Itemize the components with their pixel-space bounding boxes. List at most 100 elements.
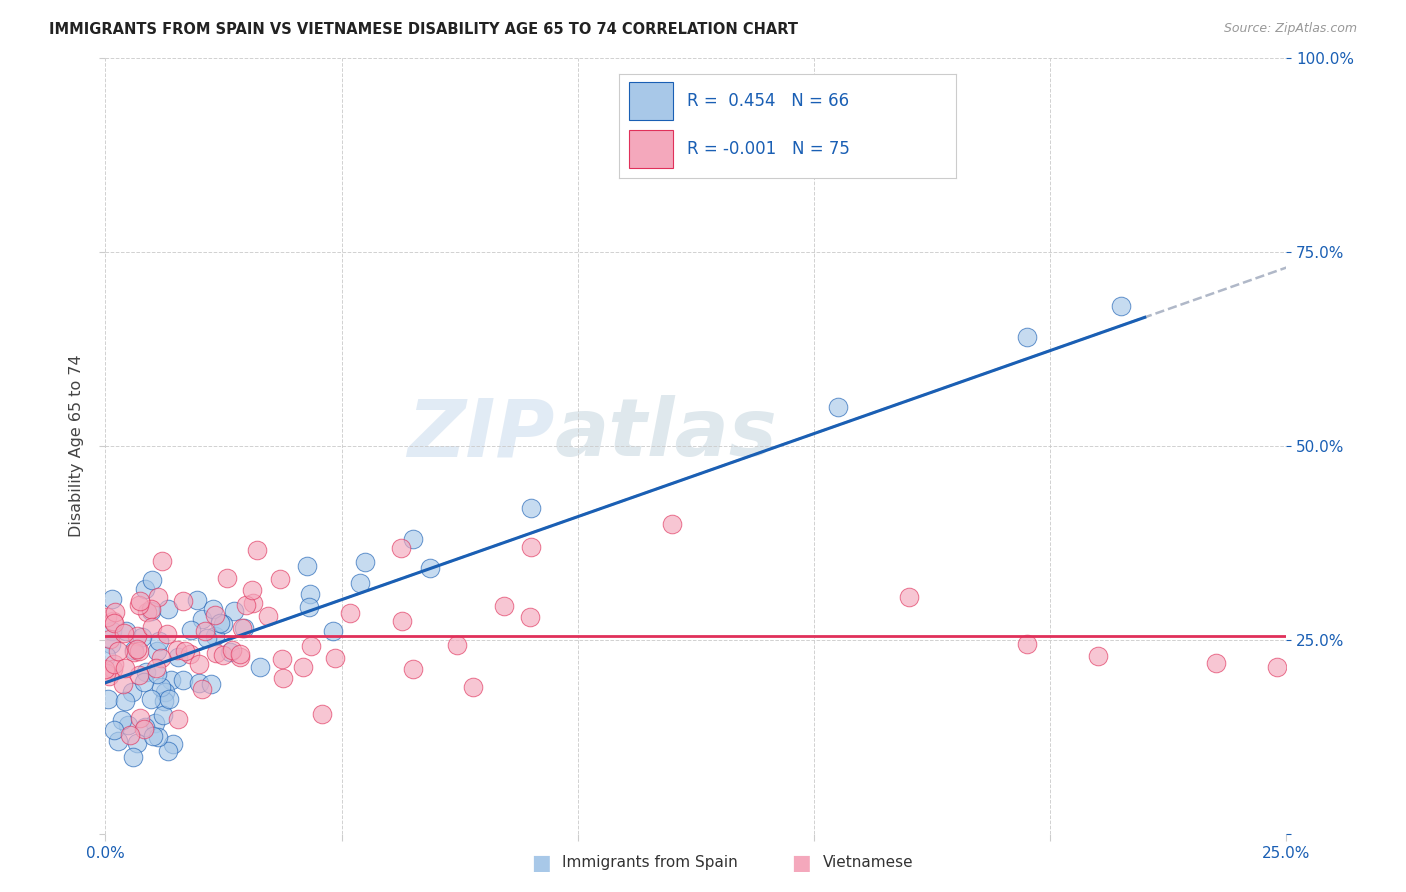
Point	[349, 576, 371, 591]
Point	[270, 652, 292, 666]
Point	[129, 593, 152, 607]
Point	[1205, 657, 1227, 671]
Point	[231, 621, 253, 635]
Point	[141, 620, 163, 634]
Point	[202, 602, 225, 616]
Text: Vietnamese: Vietnamese	[823, 855, 912, 870]
Point	[156, 626, 179, 640]
Point	[229, 649, 252, 664]
Point	[115, 624, 138, 638]
Point	[145, 661, 167, 675]
Point	[152, 707, 174, 722]
Point	[139, 692, 162, 706]
Point	[311, 706, 333, 721]
Point	[150, 554, 173, 568]
Text: atlas: atlas	[554, 395, 778, 474]
Point	[295, 559, 318, 574]
Point	[188, 675, 211, 690]
Point	[298, 599, 321, 614]
Point	[121, 684, 143, 698]
Point	[299, 639, 322, 653]
Point	[1109, 299, 1132, 313]
Point	[419, 560, 441, 574]
Point	[827, 400, 849, 414]
Point	[271, 671, 294, 685]
Point	[114, 693, 136, 707]
Point	[298, 587, 321, 601]
Point	[145, 644, 167, 658]
Point	[124, 642, 146, 657]
Point	[242, 597, 264, 611]
Text: IMMIGRANTS FROM SPAIN VS VIETNAMESE DISABILITY AGE 65 TO 74 CORRELATION CHART: IMMIGRANTS FROM SPAIN VS VIETNAMESE DISA…	[49, 22, 799, 37]
Point	[149, 651, 172, 665]
Point	[127, 736, 149, 750]
Point	[134, 582, 156, 596]
Point	[519, 609, 541, 624]
Point	[98, 669, 121, 683]
Point	[195, 631, 218, 645]
Point	[103, 662, 125, 676]
Point	[200, 676, 222, 690]
Point	[215, 572, 238, 586]
Point	[127, 641, 149, 656]
Point	[148, 633, 170, 648]
Point	[97, 691, 120, 706]
Point	[94, 648, 117, 663]
Point	[107, 644, 129, 658]
Point	[339, 606, 361, 620]
Point	[194, 624, 217, 638]
Point	[122, 749, 145, 764]
Point	[112, 625, 135, 640]
Point	[96, 665, 118, 680]
Point	[269, 572, 291, 586]
Point	[212, 616, 235, 631]
Point	[235, 599, 257, 613]
Point	[146, 590, 169, 604]
Point	[204, 607, 226, 622]
Point	[402, 662, 425, 676]
Point	[139, 602, 162, 616]
Point	[127, 629, 149, 643]
Text: Source: ZipAtlas.com: Source: ZipAtlas.com	[1223, 22, 1357, 36]
Point	[103, 615, 125, 630]
Point	[174, 643, 197, 657]
Point	[190, 682, 212, 697]
Point	[111, 713, 134, 727]
Point	[128, 598, 150, 612]
Point	[153, 694, 176, 708]
Point	[166, 649, 188, 664]
Point	[143, 715, 166, 730]
Point	[101, 592, 124, 607]
Point	[205, 646, 228, 660]
Point	[111, 677, 134, 691]
Point	[117, 718, 139, 732]
Point	[1087, 648, 1109, 663]
Point	[135, 665, 157, 679]
Point	[103, 657, 125, 672]
Point	[162, 737, 184, 751]
Point	[157, 601, 180, 615]
Point	[191, 612, 214, 626]
Point	[172, 594, 194, 608]
Point	[166, 643, 188, 657]
Point	[204, 629, 226, 643]
Point	[1265, 660, 1288, 674]
Point	[463, 680, 485, 694]
Point	[209, 616, 232, 631]
Point	[124, 645, 146, 659]
Point	[322, 624, 344, 639]
Point	[897, 591, 920, 605]
Point	[323, 651, 346, 665]
Point	[401, 532, 423, 546]
Point	[134, 674, 156, 689]
Point	[129, 711, 152, 725]
Point	[492, 599, 515, 613]
Text: ■: ■	[531, 853, 551, 872]
Point	[132, 723, 155, 737]
Point	[101, 614, 124, 628]
Point	[128, 668, 150, 682]
Point	[145, 666, 167, 681]
Point	[354, 555, 377, 570]
Point	[120, 728, 142, 742]
Point	[114, 661, 136, 675]
